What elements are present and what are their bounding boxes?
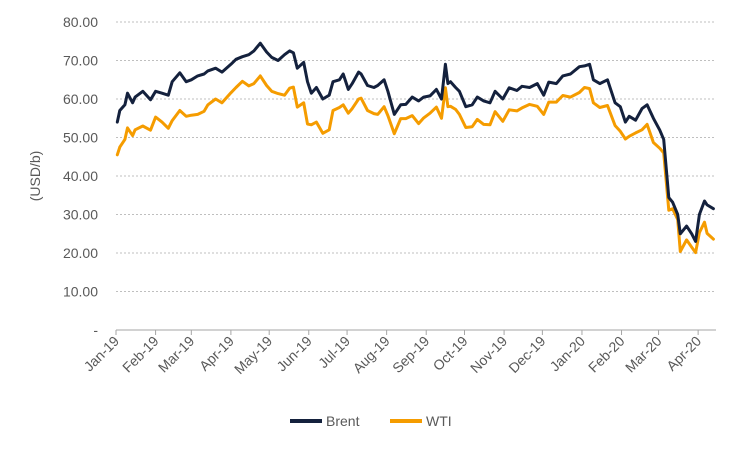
x-tick-label: Apr-19 <box>196 333 237 374</box>
legend-label-brent: Brent <box>326 413 360 429</box>
x-tick-label: Jul-19 <box>315 333 353 371</box>
x-tick-label: Feb-20 <box>585 333 628 376</box>
y-tick-label: - <box>93 322 98 338</box>
y-tick-label: 50.00 <box>63 130 98 146</box>
x-tick-label: Jan-19 <box>81 333 123 375</box>
x-tick-label: Mar-19 <box>155 333 198 376</box>
series-line-brent <box>115 41 715 243</box>
legend: Brent WTI <box>290 413 452 429</box>
x-tick-label: Mar-20 <box>622 333 665 376</box>
y-tick-label: 10.00 <box>63 284 98 300</box>
x-tick-label: Feb-19 <box>119 333 162 376</box>
y-tick-label: 40.00 <box>63 168 98 184</box>
y-axis-title: (USD/b) <box>27 151 43 202</box>
legend-label-wti: WTI <box>426 413 452 429</box>
gridlines <box>116 21 716 292</box>
x-tick-label: Nov-19 <box>467 333 510 376</box>
y-tick-label: 30.00 <box>63 207 98 223</box>
series-line-wti <box>115 74 715 255</box>
y-tick-label: 60.00 <box>63 91 98 107</box>
x-tick-label: Sep-19 <box>389 333 432 376</box>
y-axis-ticks: - 10.00 20.00 30.00 40.00 50.00 60.00 70.00 80.0… <box>63 14 98 338</box>
x-tick-label: Apr-20 <box>663 333 704 374</box>
x-tick-label: Jan-20 <box>546 333 588 375</box>
y-tick-label: 80.00 <box>63 14 98 30</box>
y-tick-label: 70.00 <box>63 53 98 69</box>
series-lines <box>115 41 715 255</box>
y-tick-label: 20.00 <box>63 245 98 261</box>
x-tick-label: May-19 <box>231 333 275 377</box>
x-axis <box>115 329 716 335</box>
x-tick-label: Jun-19 <box>273 333 315 375</box>
x-tick-label: Oct-19 <box>430 333 471 374</box>
x-tick-label: Dec-19 <box>505 333 548 376</box>
x-tick-label: Aug-19 <box>350 333 393 376</box>
